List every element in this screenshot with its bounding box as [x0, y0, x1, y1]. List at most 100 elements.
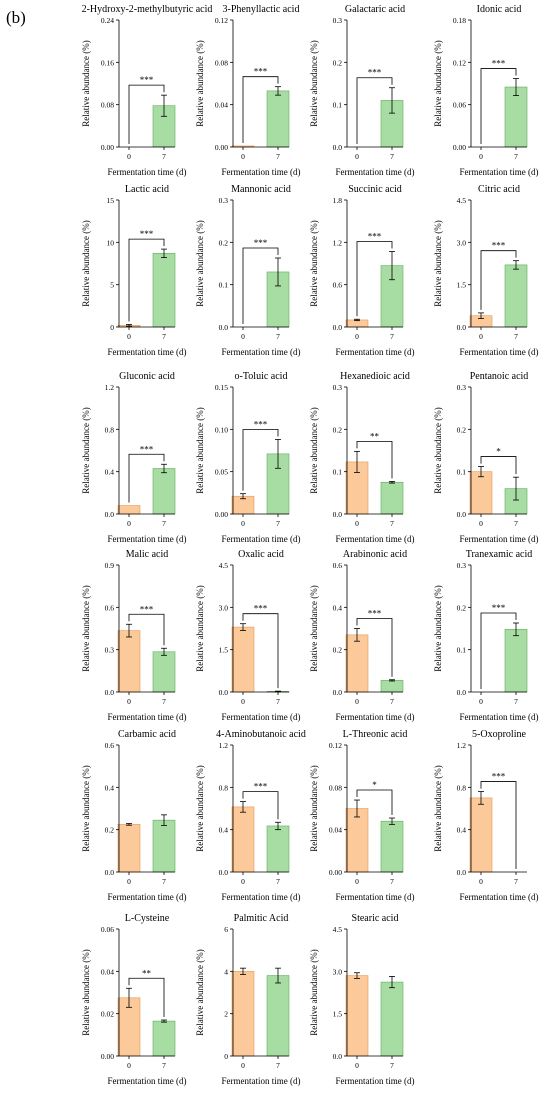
y-tick-label: 15	[107, 196, 115, 205]
y-tick-label: 0.8	[105, 425, 115, 434]
chart-11: Hexanedioic acid 0.0 0.1 0.2 0.3 0 7 Fermentati…	[309, 371, 414, 544]
x-tick-label: 7	[276, 877, 280, 886]
x-tick-label: 7	[162, 697, 166, 706]
chart-title: Mannonic acid	[231, 184, 291, 195]
chart-title: 2-Hydroxy-2-methylbutyric acid	[82, 4, 213, 15]
significance-bracket	[242, 247, 279, 324]
x-axis-label: Fermentation time (d)	[108, 712, 187, 722]
y-axis-label: Relative abundance (%)	[309, 40, 319, 126]
x-tick-label: 7	[390, 697, 394, 706]
x-tick-label: 7	[162, 152, 166, 161]
chart-4: Idonic acid 0.00 0.06 0.12 0.18 0 7 Fermentatio…	[433, 4, 538, 177]
y-tick-label: 0.0	[105, 868, 115, 877]
significance-bracket	[242, 613, 279, 689]
chart-title: Citric acid	[478, 184, 520, 195]
y-tick-label: 1.2	[219, 741, 229, 750]
y-tick-label: 0.18	[453, 16, 466, 25]
significance-label: ***	[254, 604, 268, 614]
significance-bracket	[480, 456, 517, 475]
chart-title: Carbamic acid	[118, 729, 176, 740]
x-tick-label: 0	[241, 332, 245, 341]
bar-day-7	[380, 981, 404, 1057]
y-axis-label: Relative abundance (%)	[81, 40, 91, 126]
chart-15: Arabinonic acid 0.0 0.2 0.4 0.6 0 7 Fermentatio…	[309, 549, 414, 722]
y-tick-label: 0.3	[457, 383, 467, 392]
significance-bracket	[356, 618, 393, 677]
chart-title: Tranexamic acid	[466, 549, 533, 560]
x-tick-label: 7	[276, 697, 280, 706]
y-axis-label: Relative abundance (%)	[309, 220, 319, 306]
bar-day-7	[504, 629, 528, 693]
y-tick-label: 0.6	[333, 281, 343, 290]
significance-label: *	[496, 447, 501, 457]
y-tick-label: 0.8	[457, 783, 467, 792]
bar-day-0	[345, 808, 369, 873]
bar-day-7	[152, 468, 176, 515]
y-tick-label: 0.0	[457, 868, 467, 877]
bar-day-7	[266, 825, 290, 873]
significance-bracket	[242, 76, 279, 143]
y-tick-label: 0.06	[101, 925, 114, 934]
y-tick-label: 0.0	[105, 688, 115, 697]
x-tick-label: 0	[355, 697, 359, 706]
y-tick-label: 0.2	[457, 425, 467, 434]
bar-day-0	[231, 806, 255, 873]
y-tick-label: 3.0	[219, 603, 229, 612]
significance-bracket	[480, 250, 517, 310]
bar-day-0	[231, 971, 255, 1057]
y-tick-label: 0.00	[101, 1052, 114, 1061]
y-tick-label: 0.1	[457, 646, 467, 655]
y-tick-label: 0.4	[105, 783, 115, 792]
x-tick-label: 7	[162, 1061, 166, 1070]
x-tick-label: 0	[241, 697, 245, 706]
y-tick-label: 0.0	[219, 688, 229, 697]
significance-bracket	[356, 789, 393, 816]
y-tick-label: 1.2	[333, 238, 343, 247]
chart-title: Idonic acid	[477, 4, 522, 15]
y-axis-label: Relative abundance (%)	[433, 407, 443, 493]
chart-6: Mannonic acid 0.0 0.1 0.2 0.3 0 7 Fermentation …	[195, 184, 300, 357]
y-tick-label: 0.05	[215, 468, 228, 477]
bar-day-7	[152, 253, 176, 328]
y-tick-label: 0.08	[101, 101, 114, 110]
chart-title: L-Threonic acid	[343, 729, 408, 740]
y-tick-label: 0.3	[219, 196, 229, 205]
y-tick-label: 0.4	[333, 603, 343, 612]
bar-day-0	[345, 634, 369, 693]
significance-label: ***	[492, 603, 506, 613]
x-axis-label: Fermentation time (d)	[222, 1076, 301, 1086]
chart-title: Arabinonic acid	[343, 549, 407, 560]
significance-label: ***	[140, 604, 154, 614]
y-tick-label: 0.08	[329, 783, 342, 792]
chart-22: Palmitic Acid 0 2 4 6 0 7 Fermentation time (d)…	[195, 913, 300, 1086]
y-tick-label: 0.00	[215, 143, 228, 152]
x-tick-label: 7	[162, 519, 166, 528]
x-tick-label: 7	[514, 697, 518, 706]
y-tick-label: 0.2	[105, 826, 115, 835]
y-axis-label: Relative abundance (%)	[195, 40, 205, 126]
bar-day-7	[266, 90, 290, 148]
x-tick-label: 7	[514, 519, 518, 528]
y-tick-label: 0.02	[101, 1010, 114, 1019]
y-tick-label: 0.2	[333, 646, 343, 655]
significance-bracket	[242, 791, 279, 820]
x-axis-label: Fermentation time (d)	[222, 347, 301, 357]
x-axis-label: Fermentation time (d)	[336, 1076, 415, 1086]
y-tick-label: 0.0	[333, 688, 343, 697]
y-axis-label: Relative abundance (%)	[309, 407, 319, 493]
y-tick-label: 0.3	[457, 561, 467, 570]
bar-day-7	[152, 651, 176, 693]
y-tick-label: 0.08	[215, 58, 228, 67]
y-axis-label: Relative abundance (%)	[433, 40, 443, 126]
x-axis-label: Fermentation time (d)	[222, 712, 301, 722]
y-tick-label: 0.2	[219, 238, 229, 247]
x-tick-label: 0	[127, 877, 131, 886]
y-axis-label: Relative abundance (%)	[195, 765, 205, 851]
y-tick-label: 0.4	[457, 826, 467, 835]
y-tick-label: 4.5	[219, 561, 229, 570]
y-tick-label: 1.2	[457, 741, 467, 750]
bar-day-7	[380, 680, 404, 693]
y-axis-label: Relative abundance (%)	[309, 765, 319, 851]
bar-day-7	[152, 1020, 176, 1057]
y-tick-label: 0.1	[333, 468, 343, 477]
